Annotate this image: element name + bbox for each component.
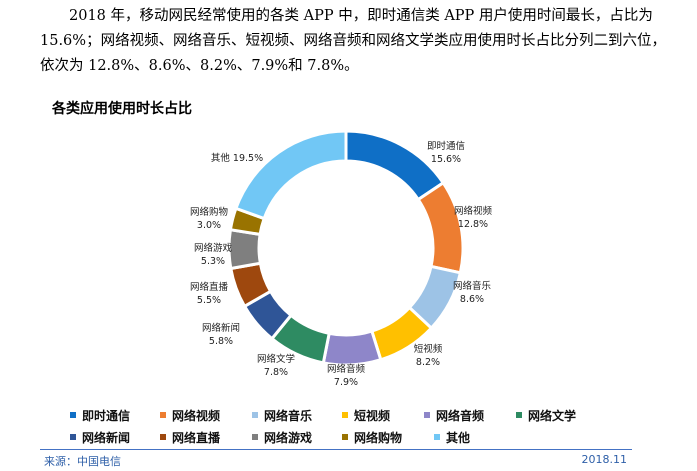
- slice-label-value-3: 8.6%: [460, 294, 484, 305]
- slice-label-value-6: 7.8%: [264, 367, 288, 378]
- legend-label: 短视频: [354, 408, 391, 423]
- legend-item: 网络音频: [424, 407, 516, 424]
- legend-label: 网络视频: [172, 408, 221, 423]
- paragraph-line-2: 15.6%；网络视频、网络音乐、短视频、网络音频和网络文学类应用使用时长占比分列…: [40, 33, 667, 49]
- legend-item: 网络游戏: [252, 429, 342, 446]
- legend-swatch: [70, 412, 76, 418]
- slice-label-name-7: 网络新闻: [202, 322, 240, 334]
- paragraph-line-3: 依次为 12.8%、8.6%、8.2%、7.9%和 7.8%。: [40, 58, 359, 74]
- legend-label: 其他: [446, 430, 471, 445]
- legend-label: 网络游戏: [264, 430, 313, 445]
- slice-label-value-8: 5.5%: [197, 295, 221, 306]
- legend-swatch: [342, 434, 348, 440]
- intro-paragraph: 2018 年，移动网民经常使用的各类 APP 中，即时通信类 APP 用户使用时…: [40, 4, 680, 79]
- legend-row-1: 即时通信 网络视频 网络音乐 短视频 网络音频 网络文学: [70, 404, 670, 426]
- slice-label-value-7: 5.8%: [209, 336, 233, 347]
- slice-label-value-10: 3.0%: [197, 220, 221, 231]
- donut-slice-5: [321, 329, 383, 367]
- legend-item: 网络直播: [160, 429, 252, 446]
- slice-label-name-4: 短视频: [414, 343, 443, 355]
- donut-chart: 即时通信 15.6% 网络视频 12.8% 网络音乐 8.6% 短视频 8.2% 网络音频 7.9…: [190, 129, 493, 388]
- slice-label-value-5: 7.9%: [334, 377, 358, 388]
- date-note: 2018.11: [581, 453, 628, 466]
- slice-label-name-8: 网络直播: [190, 281, 229, 293]
- source-note: 来源：中国电信: [44, 455, 121, 468]
- chart-title: 各类应用使用时长占比: [52, 101, 192, 117]
- slice-label-name-2: 网络视频: [454, 205, 493, 217]
- slice-label-value-9: 5.3%: [201, 256, 225, 267]
- legend-item: 网络文学: [516, 407, 606, 424]
- donut-slice-9: [227, 227, 263, 271]
- legend-swatch: [252, 434, 258, 440]
- chart-legend: 即时通信 网络视频 网络音乐 短视频 网络音频 网络文学网络新闻 网络直播 网络游戏 网络购物 其…: [70, 404, 670, 448]
- legend-item: 网络购物: [342, 429, 434, 446]
- slice-label-value-4: 8.2%: [416, 357, 440, 368]
- legend-swatch: [70, 434, 76, 440]
- donut-slice-2: [416, 180, 465, 275]
- donut-slice-11: [233, 129, 348, 221]
- legend-swatch: [342, 412, 348, 418]
- slice-label-name-11: 其他 19.5%: [211, 152, 263, 164]
- legend-label: 网络新闻: [82, 430, 131, 445]
- legend-label: 网络文学: [528, 408, 577, 423]
- legend-item: 其他: [434, 429, 524, 446]
- legend-swatch: [160, 412, 166, 418]
- slice-label-name-10: 网络购物: [190, 206, 229, 218]
- legend-item: 网络音乐: [252, 407, 342, 424]
- legend-swatch: [160, 434, 166, 440]
- legend-label: 网络直播: [172, 430, 221, 445]
- legend-item: 即时通信: [70, 407, 160, 424]
- slice-label-name-6: 网络文学: [257, 353, 295, 365]
- legend-item: 短视频: [342, 407, 424, 424]
- legend-swatch: [424, 412, 430, 418]
- slice-label-name-3: 网络音乐: [453, 280, 492, 292]
- legend-label: 网络购物: [354, 430, 403, 445]
- slice-label-value-2: 12.8%: [458, 219, 488, 230]
- legend-label: 网络音乐: [264, 408, 313, 423]
- slice-label-name-9: 网络游戏: [194, 242, 233, 254]
- legend-swatch: [252, 412, 258, 418]
- paragraph-line-1: 2018 年，移动网民经常使用的各类 APP 中，即时通信类 APP 用户使用时…: [69, 8, 653, 24]
- legend-swatch: [516, 412, 522, 418]
- legend-swatch: [434, 434, 440, 440]
- legend-item: 网络视频: [160, 407, 252, 424]
- legend-row-2: 网络新闻 网络直播 网络游戏 网络购物 其他: [70, 426, 670, 448]
- legend-item: 网络新闻: [70, 429, 160, 446]
- slice-label-name-5: 网络音频: [327, 363, 366, 375]
- legend-label: 网络音频: [436, 408, 485, 423]
- legend-label: 即时通信: [82, 408, 131, 423]
- footer-divider: [40, 449, 632, 450]
- slice-label-name-1: 即时通信: [427, 140, 465, 152]
- slice-label-value-1: 15.6%: [431, 154, 461, 165]
